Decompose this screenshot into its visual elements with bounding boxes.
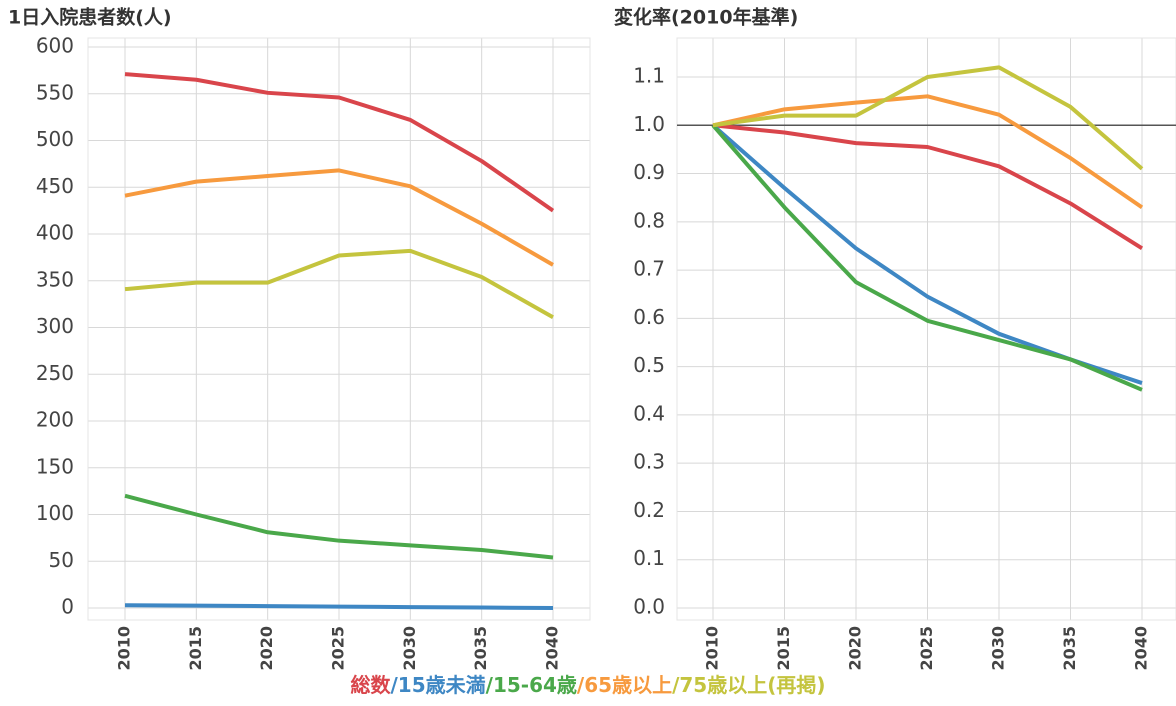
y-tick-label: 150	[36, 454, 74, 478]
x-tick-label: 2020	[257, 626, 276, 671]
y-tick-label: 450	[36, 174, 74, 198]
legend-entry: 総数	[350, 673, 391, 697]
y-tick-label: 50	[49, 548, 74, 572]
x-tick-label: 2015	[186, 626, 205, 671]
legend: 総数/15歳未満/15-64歳/65歳以上/75歳以上(再掲)	[350, 673, 825, 697]
y-tick-label: 0.8	[633, 208, 665, 232]
y-tick-label: 1.1	[633, 64, 665, 88]
chart-title: 変化率(2010年基準)	[614, 6, 798, 29]
x-tick-label: 2015	[774, 626, 793, 671]
y-tick-label: 350	[36, 267, 74, 291]
legend-separator: /	[577, 673, 585, 697]
x-tick-label: 2010	[115, 626, 134, 671]
plot-frame	[676, 37, 1176, 621]
x-tick-label: 2025	[329, 626, 348, 671]
legend-separator: /	[486, 673, 494, 697]
y-tick-label: 0.1	[633, 546, 665, 570]
series-line	[712, 65, 1144, 171]
series-line	[124, 603, 554, 610]
y-tick-label: 550	[36, 80, 74, 104]
legend-entry: 15-64歳	[493, 673, 577, 697]
x-tick-label: 2010	[703, 626, 722, 671]
y-tick-label: 300	[36, 314, 74, 338]
y-tick-label: 100	[36, 501, 74, 525]
y-tick-label: 0.9	[633, 160, 665, 184]
series-line	[124, 72, 555, 213]
y-tick-label: 0.7	[633, 257, 665, 281]
y-tick-label: 600	[36, 34, 74, 58]
series-line	[711, 123, 1143, 392]
x-tick-label: 2030	[989, 626, 1008, 671]
series-line	[712, 94, 1144, 209]
y-tick-label: 500	[36, 127, 74, 151]
x-tick-label: 2035	[471, 626, 490, 671]
x-tick-label: 2020	[846, 626, 865, 671]
y-tick-label: 0.4	[633, 401, 665, 425]
x-tick-label: 2040	[543, 626, 562, 671]
y-tick-label: 0.2	[633, 498, 665, 522]
x-tick-label: 2040	[1132, 626, 1151, 671]
series-line	[124, 168, 554, 267]
plot-frame	[87, 37, 591, 621]
chart-title: 1日入院患者数(人)	[8, 6, 172, 29]
series-line	[124, 493, 554, 560]
legend-entry: 65歳以上	[584, 673, 672, 697]
legend-separator: /	[390, 673, 398, 697]
x-tick-label: 2025	[917, 626, 936, 671]
x-tick-label: 2030	[400, 626, 419, 671]
y-tick-label: 200	[36, 408, 74, 432]
y-tick-label: 0	[61, 595, 74, 619]
y-tick-label: 0.3	[633, 450, 665, 474]
series-line	[712, 123, 1144, 251]
legend-entry: 75歳以上(再掲)	[679, 673, 825, 697]
y-tick-label: 400	[36, 221, 74, 245]
x-tick-label: 2035	[1060, 626, 1079, 671]
y-tick-label: 0.6	[633, 305, 665, 329]
y-tick-label: 0.0	[633, 595, 665, 619]
legend-separator: /	[672, 673, 680, 697]
y-tick-label: 250	[36, 361, 74, 385]
y-tick-label: 1.0	[633, 112, 665, 136]
legend-entry: 15歳未満	[398, 673, 486, 697]
series-line	[124, 248, 554, 319]
y-tick-label: 0.5	[633, 353, 665, 377]
